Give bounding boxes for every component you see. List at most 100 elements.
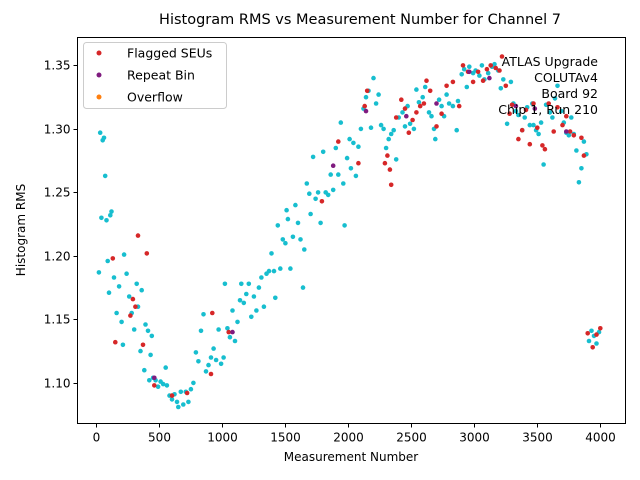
- point-normal: [347, 136, 352, 142]
- point-flagged-seus: [460, 63, 466, 68]
- point-normal: [304, 181, 310, 186]
- x-tick-label: 1000: [207, 431, 238, 445]
- point-normal: [216, 327, 221, 332]
- point-normal: [538, 120, 544, 125]
- point-flagged-seus: [210, 310, 215, 316]
- point-normal: [559, 108, 564, 114]
- point-normal: [222, 281, 228, 287]
- x-tick-label: 3500: [522, 431, 553, 445]
- point-repeat-bin: [564, 129, 569, 134]
- point-repeat-bin: [513, 103, 519, 109]
- point-flagged-seus: [421, 101, 427, 106]
- point-normal: [300, 285, 306, 290]
- point-normal: [422, 84, 428, 90]
- point-normal: [341, 181, 346, 186]
- x-tick-label: 3000: [459, 431, 490, 445]
- point-normal: [109, 209, 114, 214]
- point-flagged-seus: [113, 339, 118, 345]
- point-normal: [381, 126, 386, 132]
- point-normal: [298, 237, 303, 242]
- point-flagged-seus: [110, 256, 116, 261]
- point-normal: [271, 268, 277, 274]
- point-normal: [467, 64, 472, 69]
- point-flagged-seus: [417, 103, 423, 109]
- point-normal: [504, 121, 510, 127]
- point-normal: [411, 126, 417, 132]
- point-flagged-seus: [130, 296, 136, 302]
- point-flagged-seus: [444, 83, 449, 89]
- point-normal: [308, 211, 313, 217]
- point-flagged-seus: [497, 68, 502, 73]
- point-normal: [531, 122, 536, 128]
- point-normal: [336, 172, 341, 177]
- point-flagged-seus: [356, 160, 361, 166]
- legend-label-flagged: Flagged SEUs: [127, 46, 212, 61]
- point-normal: [541, 162, 546, 167]
- point-normal: [464, 84, 470, 90]
- annotation-line: Chip 1, Run 210: [498, 102, 598, 117]
- point-normal: [148, 352, 153, 358]
- point-flagged-seus: [509, 102, 515, 108]
- point-normal: [581, 139, 587, 144]
- point-flagged-seus: [399, 97, 404, 102]
- point-normal: [96, 270, 102, 275]
- point-normal: [111, 275, 117, 280]
- point-normal: [193, 350, 199, 355]
- point-normal: [188, 386, 194, 392]
- point-normal: [477, 73, 482, 78]
- point-normal: [120, 342, 126, 348]
- point-normal: [221, 355, 226, 360]
- point-flagged-seus: [519, 127, 525, 133]
- point-normal: [246, 281, 252, 287]
- point-repeat-bin: [467, 69, 472, 75]
- point-normal: [239, 281, 244, 287]
- point-normal: [547, 110, 553, 115]
- point-repeat-bin: [532, 106, 538, 111]
- point-normal: [386, 136, 392, 142]
- point-normal: [383, 145, 389, 151]
- point-flagged-seus: [319, 199, 325, 204]
- point-repeat-bin: [363, 108, 369, 114]
- y-tick-label: 1.30: [44, 123, 71, 137]
- point-flagged-seus: [387, 167, 393, 172]
- point-normal: [290, 234, 296, 240]
- point-flagged-seus: [414, 110, 419, 115]
- point-flagged-seus: [388, 182, 394, 188]
- point-normal: [254, 308, 259, 313]
- point-normal: [353, 173, 359, 179]
- point-normal: [522, 115, 527, 120]
- point-normal: [176, 404, 181, 410]
- y-tick-label: 1.10: [44, 377, 71, 391]
- point-normal: [391, 127, 397, 133]
- point-repeat-bin: [152, 375, 157, 381]
- point-normal: [333, 145, 339, 151]
- point-flagged-seus: [226, 329, 231, 335]
- point-normal: [145, 328, 151, 334]
- point-flagged-seus: [434, 124, 439, 129]
- point-normal: [318, 220, 323, 226]
- point-normal: [348, 166, 354, 171]
- point-normal: [320, 149, 326, 155]
- point-normal: [97, 130, 103, 135]
- point-flagged-seus: [470, 79, 476, 85]
- point-normal: [102, 173, 108, 179]
- point-flagged-seus: [531, 101, 536, 106]
- point-normal: [149, 333, 155, 339]
- point-normal: [230, 308, 235, 313]
- point-normal: [351, 140, 356, 146]
- point-normal: [574, 148, 579, 153]
- point-normal: [280, 237, 286, 242]
- point-flagged-seus: [571, 133, 577, 138]
- legend-label-repeat: Repeat Bin: [127, 68, 195, 83]
- point-normal: [586, 338, 592, 344]
- point-normal: [485, 70, 491, 76]
- point-normal: [536, 131, 541, 137]
- point-flagged-seus: [598, 326, 603, 331]
- chart-title: Histogram RMS vs Measurement Number for …: [159, 12, 561, 28]
- point-normal: [105, 258, 110, 264]
- legend-marker-overflow: [96, 94, 102, 100]
- point-flagged-seus: [424, 78, 429, 83]
- point-normal: [169, 397, 175, 402]
- point-normal: [508, 79, 514, 85]
- point-normal: [566, 133, 572, 138]
